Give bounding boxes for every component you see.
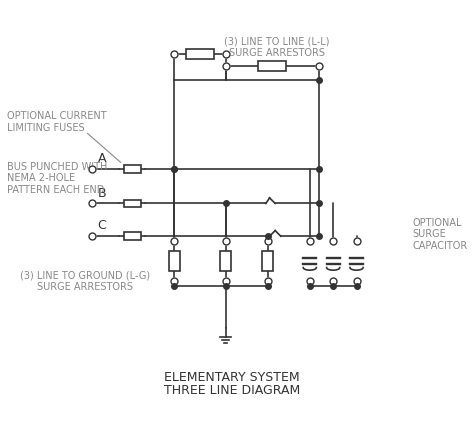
Text: (3) LINE TO LINE (L-L)
SURGE ARRESTORS: (3) LINE TO LINE (L-L) SURGE ARRESTORS [224,37,330,58]
FancyBboxPatch shape [169,251,180,271]
Text: BUS PUNCHED WITH
NEMA 2-HOLE
PATTERN EACH END: BUS PUNCHED WITH NEMA 2-HOLE PATTERN EAC… [7,162,108,195]
FancyBboxPatch shape [220,251,231,271]
FancyBboxPatch shape [258,61,286,71]
FancyBboxPatch shape [124,165,140,173]
FancyBboxPatch shape [124,232,140,240]
FancyBboxPatch shape [124,200,140,207]
Text: C: C [98,219,106,232]
Text: (3) LINE TO GROUND (L-G)
SURGE ARRESTORS: (3) LINE TO GROUND (L-G) SURGE ARRESTORS [20,270,150,292]
Text: B: B [98,187,106,200]
FancyBboxPatch shape [262,251,273,271]
Text: THREE LINE DIAGRAM: THREE LINE DIAGRAM [164,384,301,397]
FancyBboxPatch shape [186,49,214,59]
Text: OPTIONAL
SURGE
CAPACITOR: OPTIONAL SURGE CAPACITOR [413,218,468,251]
Text: ELEMENTARY SYSTEM: ELEMENTARY SYSTEM [164,371,300,384]
Text: OPTIONAL CURRENT
LIMITING FUSES: OPTIONAL CURRENT LIMITING FUSES [8,111,107,133]
Text: A: A [98,152,106,165]
